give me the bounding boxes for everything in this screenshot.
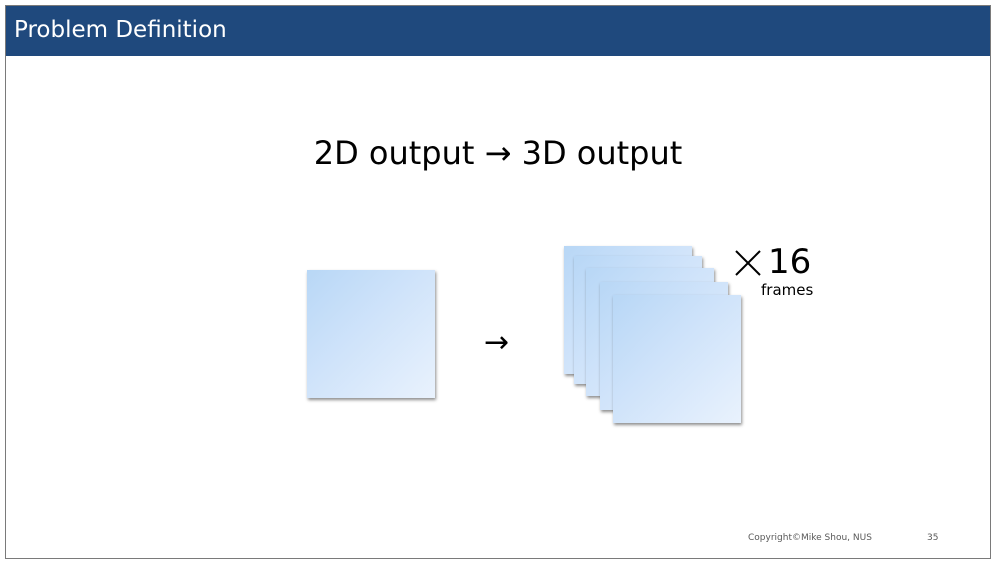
stacked-frame-5 — [613, 295, 741, 423]
frames-label: frames — [761, 281, 814, 299]
page-number: 35 — [927, 533, 939, 543]
single-frame-2d — [307, 270, 435, 398]
slide-header: Problem Definition — [6, 6, 990, 56]
times-icon — [735, 250, 761, 276]
copyright-text: Copyright©Mike Shou, NUS — [748, 533, 872, 543]
slide: Problem Definition 2D output → 3D output… — [5, 5, 991, 559]
arrow-icon: → — [484, 325, 510, 360]
header-title: Problem Definition — [14, 17, 227, 43]
slide-title: 2D output → 3D output — [313, 134, 683, 172]
frame-count: 16 — [768, 242, 812, 282]
